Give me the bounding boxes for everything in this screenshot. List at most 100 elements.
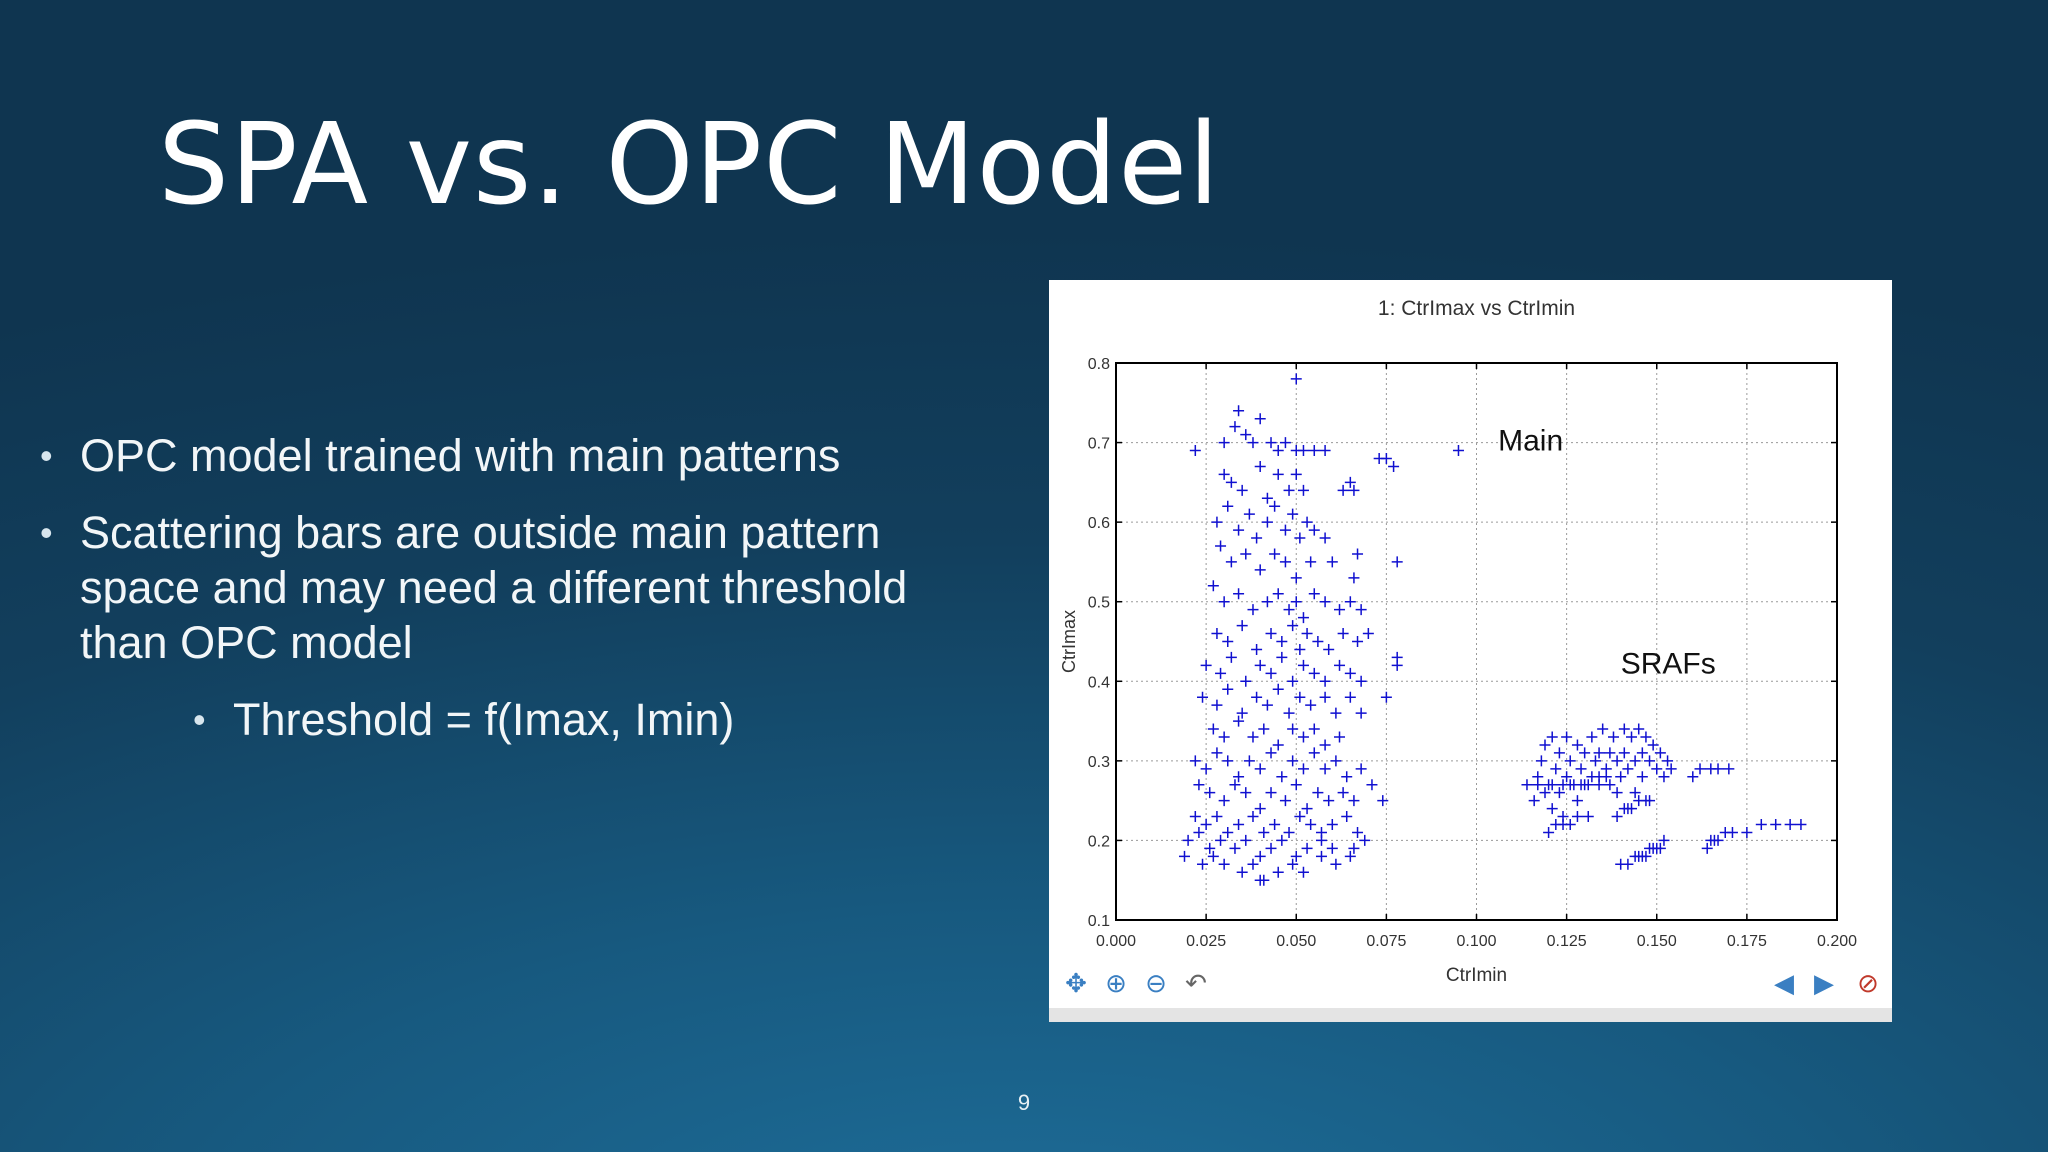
main-data-point xyxy=(1178,850,1190,862)
main-data-point xyxy=(1207,723,1219,735)
main-data-point xyxy=(1233,405,1245,417)
x-tick-label: 0.175 xyxy=(1727,933,1767,950)
main-data-point xyxy=(1279,556,1291,568)
sraf-data-point xyxy=(1586,731,1598,743)
clear-icon[interactable]: ⊘ xyxy=(1857,968,1879,998)
main-data-point xyxy=(1272,588,1284,600)
main-data-point xyxy=(1215,540,1227,552)
sraf-data-point xyxy=(1618,723,1630,735)
main-data-point xyxy=(1297,659,1309,671)
main-data-point xyxy=(1207,850,1219,862)
sraf-data-point xyxy=(1539,739,1551,751)
back-arrow-icon[interactable]: ◀ xyxy=(1774,968,1794,998)
main-data-point xyxy=(1218,795,1230,807)
y-tick-label: 0.8 xyxy=(1088,356,1110,373)
main-data-point xyxy=(1218,596,1230,608)
main-data-point xyxy=(1225,651,1237,663)
main-data-point xyxy=(1254,874,1266,886)
figure-status-bar xyxy=(1049,1008,1892,1022)
main-data-point xyxy=(1236,620,1248,632)
sraf-data-point xyxy=(1571,795,1583,807)
sraf-data-point xyxy=(1611,787,1623,799)
sraf-data-point xyxy=(1597,723,1609,735)
zoom-in-icon[interactable]: ⊕ xyxy=(1105,968,1127,998)
plot-area-frame xyxy=(1115,362,1838,921)
sraf-data-point xyxy=(1611,755,1623,767)
sraf-data-point xyxy=(1582,779,1594,791)
main-data-point xyxy=(1254,763,1266,775)
main-data-point xyxy=(1330,707,1342,719)
main-data-point xyxy=(1319,675,1331,687)
main-data-point xyxy=(1222,755,1234,767)
main-data-point xyxy=(1247,811,1259,823)
sraf-data-point xyxy=(1535,755,1547,767)
main-data-point xyxy=(1247,731,1259,743)
main-data-point xyxy=(1189,811,1201,823)
main-data-point xyxy=(1315,834,1327,846)
main-data-point xyxy=(1247,437,1259,449)
main-data-point xyxy=(1251,643,1263,655)
slide-title: SPA vs. OPC Model xyxy=(158,100,1221,230)
main-data-point xyxy=(1200,659,1212,671)
main-data-point xyxy=(1265,787,1277,799)
main-data-point xyxy=(1204,787,1216,799)
sraf-data-point xyxy=(1575,763,1587,775)
main-data-point xyxy=(1243,755,1255,767)
sraf-data-point xyxy=(1658,771,1670,783)
main-data-point xyxy=(1301,628,1313,640)
scatter-chart: 1: CtrImax vs CtrImin 0.000 0.025 0.050 0.07… xyxy=(1059,297,1857,986)
main-data-point xyxy=(1265,437,1277,449)
y-tick-label: 0.7 xyxy=(1088,436,1110,453)
main-data-point xyxy=(1297,731,1309,743)
main-data-point xyxy=(1308,747,1320,759)
sraf-data-point xyxy=(1589,755,1601,767)
sraf-data-point xyxy=(1665,763,1677,775)
main-data-point xyxy=(1287,508,1299,520)
main-data-point xyxy=(1283,604,1295,616)
main-data-point xyxy=(1272,683,1284,695)
main-data-point xyxy=(1301,842,1313,854)
main-data-point xyxy=(1355,763,1367,775)
sraf-data-point xyxy=(1539,787,1551,799)
sraf-data-point xyxy=(1795,819,1807,831)
main-data-point xyxy=(1312,636,1324,647)
main-data-point xyxy=(1283,707,1295,719)
main-data-point xyxy=(1308,723,1320,735)
y-tick-label: 0.3 xyxy=(1088,754,1110,771)
page-number: 9 xyxy=(1017,1090,1031,1115)
main-data-point xyxy=(1290,850,1302,862)
sraf-data-point xyxy=(1644,755,1656,767)
sraf-data-point xyxy=(1564,819,1576,831)
main-data-point xyxy=(1197,858,1209,870)
main-data-point xyxy=(1297,484,1309,496)
main-data-point xyxy=(1261,699,1273,711)
bullet-dot-icon: • xyxy=(193,699,206,740)
main-data-point xyxy=(1312,787,1324,799)
bullet-text: Scattering bars are outside main pattern… xyxy=(80,507,908,668)
main-data-point xyxy=(1366,779,1378,791)
main-data-point xyxy=(1355,707,1367,719)
forward-arrow-icon[interactable]: ▶ xyxy=(1814,968,1834,998)
zoom-out-icon[interactable]: ⊖ xyxy=(1145,968,1167,998)
sraf-data-point xyxy=(1784,819,1796,831)
main-data-point xyxy=(1265,747,1277,759)
bullet-list: • OPC model trained with main patterns •… xyxy=(40,428,1000,769)
sraf-data-point xyxy=(1618,747,1630,759)
main-data-point xyxy=(1211,516,1223,528)
x-tick-label: 0.150 xyxy=(1637,933,1677,950)
x-tick-label: 0.000 xyxy=(1096,933,1136,950)
main-data-point xyxy=(1305,819,1317,831)
undo-icon[interactable]: ↶ xyxy=(1185,968,1207,998)
main-data-point xyxy=(1294,691,1306,703)
sraf-data-point xyxy=(1626,803,1638,815)
move-icon[interactable]: ✥ xyxy=(1065,968,1087,998)
main-data-point xyxy=(1225,556,1237,568)
y-tick-label: 0.2 xyxy=(1088,833,1110,850)
main-data-point xyxy=(1287,755,1299,767)
main-data-point xyxy=(1287,620,1299,632)
sraf-data-point xyxy=(1626,731,1638,743)
sraf-data-point xyxy=(1629,787,1641,799)
main-data-point xyxy=(1290,468,1302,480)
x-tick-label: 0.050 xyxy=(1276,933,1316,950)
main-data-point xyxy=(1391,556,1403,568)
